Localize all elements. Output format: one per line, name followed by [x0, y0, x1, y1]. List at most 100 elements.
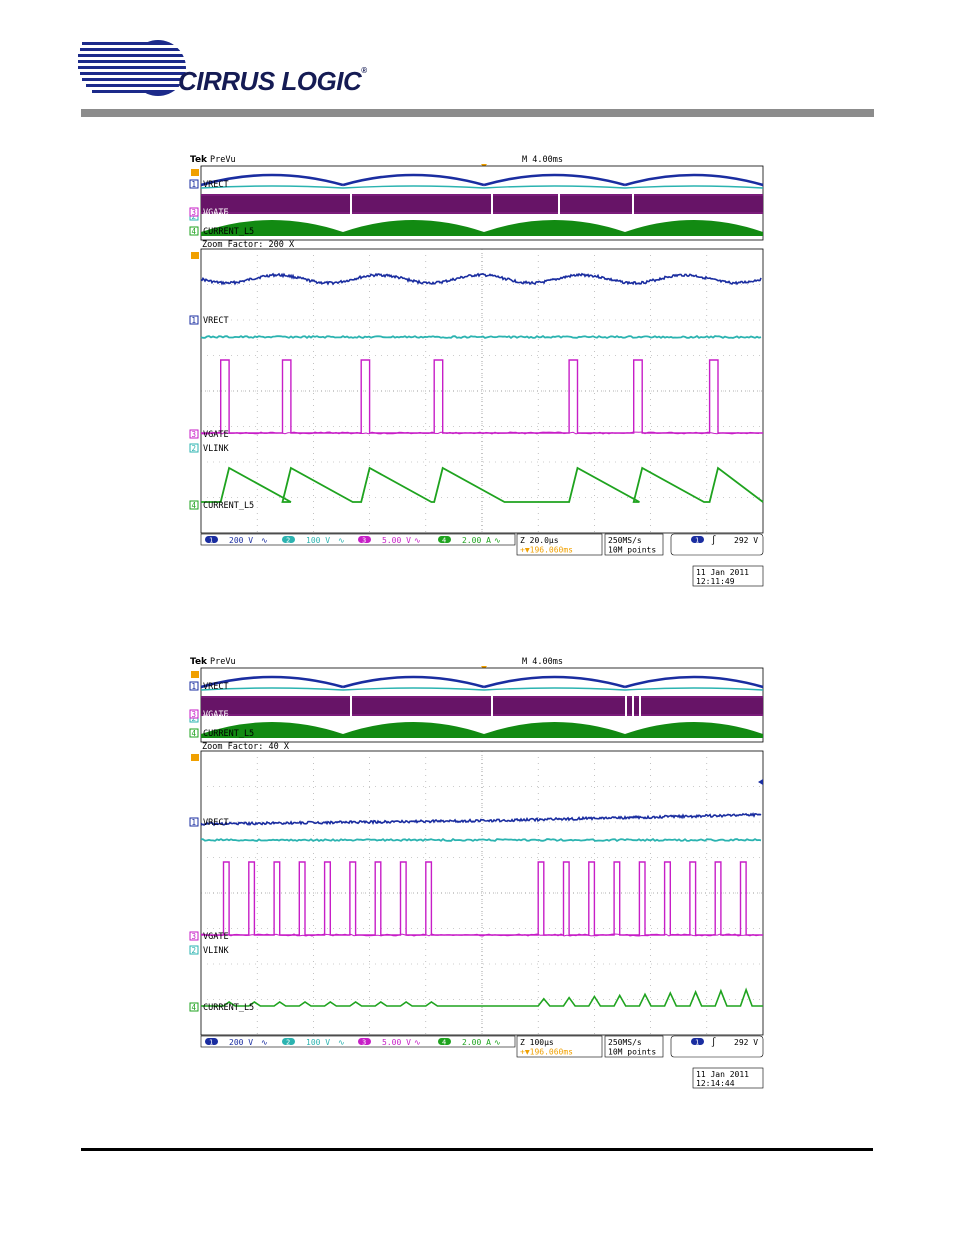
ch3-zoom-badge	[189, 429, 199, 439]
tek-brand-label: Tek	[190, 657, 208, 667]
ch1-zoom-badge-number: 1	[192, 818, 197, 827]
timestamp-box	[692, 1067, 764, 1089]
ch3-scale-label: 5.00 V	[382, 1038, 411, 1047]
overview-label-vgate: VGATE	[203, 208, 229, 218]
overview-vgate-band-inner	[201, 698, 763, 714]
zoom-position-label: +▼196.060ms	[520, 546, 573, 555]
bandwidth-icon: ∿	[494, 536, 501, 545]
ch3-overview-badge	[189, 207, 199, 217]
zoom-label-current: CURRENT_L5	[203, 1003, 254, 1013]
acquisition-box	[604, 1035, 664, 1058]
time-label: 12:14:44	[696, 1079, 735, 1088]
overview-vgate-gap	[558, 194, 560, 214]
date-label: 11 Jan 2011	[696, 1070, 749, 1079]
overview-current-band	[201, 220, 763, 236]
rising-edge-icon: ∫	[711, 535, 716, 546]
trigger-channel-number: 1	[695, 1039, 699, 1047]
time-label: 12:11:49	[696, 577, 735, 586]
ch3-status-pill	[358, 1038, 371, 1045]
trigger-marker-icon	[191, 169, 199, 176]
zoom-label-vrect: VRECT	[203, 316, 229, 326]
ch2-status-pill	[282, 536, 295, 543]
zoom-vgate-trace	[201, 359, 763, 434]
zoom-time-label: Z 20.0µs	[520, 536, 559, 545]
ch4-zoom-badge	[189, 500, 199, 510]
ch4-scale-label: 2.00 A	[462, 536, 491, 545]
acquisition-box	[604, 533, 664, 556]
ch4-overview-badge	[189, 728, 199, 738]
zoom-time-box	[516, 1035, 603, 1058]
ch2-scale-label: 100 V	[306, 1038, 330, 1047]
trigger-marker-icon	[191, 671, 199, 678]
sample-rate-label: 250MS/s	[608, 1038, 642, 1047]
ch2-status-number: 2	[286, 537, 290, 545]
zoom-vrect-trace	[200, 272, 762, 286]
trigger-channel-pill	[691, 536, 704, 543]
ch3-zoom-badge-number: 3	[192, 932, 197, 941]
ch4-status-number: 4	[442, 1039, 446, 1047]
overview-vgate-gap	[639, 696, 641, 716]
ch1-overview-badge	[189, 681, 199, 691]
zoom-label-vlink: VLINK	[203, 946, 229, 956]
timestamp-box	[692, 565, 764, 587]
zoom-window: 1 VRECT 3 VGATE 2 VLINK 4 CURRENT_L5	[189, 750, 764, 1036]
brand-name: CIRRUS LOGIC®	[178, 66, 367, 96]
zoom-window: 1 VRECT 3 VGATE 2 VLINK 4 CURRENT_L5	[189, 248, 764, 534]
zoom-position-label: +▼196.060ms	[520, 1048, 573, 1057]
prevu-label: PreVu	[210, 657, 236, 667]
trigger-level-label: 292 V	[734, 536, 758, 545]
zoom-vlink-trace	[200, 335, 762, 340]
overview-current-band	[201, 722, 763, 738]
bandwidth-icon: ∿	[261, 1038, 268, 1047]
overview-label-vrect: VRECT	[203, 682, 229, 692]
trigger-channel-pill	[691, 1038, 704, 1045]
ch4-zoom-badge	[189, 1002, 199, 1012]
header-bar	[81, 109, 874, 117]
zoom-label-current: CURRENT_L5	[203, 501, 254, 511]
timebase-label: M 4.00ms	[522, 657, 563, 667]
cirrus-logic-logo	[78, 38, 358, 108]
ch3-status-number: 3	[362, 537, 366, 545]
overview-vlink-trace	[200, 185, 764, 189]
cirrus-logo-mark-icon	[78, 40, 188, 96]
overview-label-current: CURRENT_L5	[203, 729, 254, 739]
trigger-level-label: 292 V	[734, 1038, 758, 1047]
record-length-label: 10M points	[608, 546, 656, 555]
rising-edge-icon: ∫	[711, 1037, 716, 1048]
zoom-label-vgate: VGATE	[203, 932, 229, 942]
zoom-label-vrect: VRECT	[203, 818, 229, 828]
prevu-label: PreVu	[210, 155, 236, 165]
ch3-overview-badge-number: 3	[192, 208, 197, 217]
overview-vgate-gap	[491, 696, 493, 716]
ch3-status-number: 3	[362, 1039, 366, 1047]
overview-vgate-gap	[632, 696, 634, 716]
ch2-zoom-badge	[189, 443, 199, 453]
zoom-label-vlink: VLINK	[203, 444, 229, 454]
bandwidth-icon: ∿	[338, 1038, 345, 1047]
ch1-scale-label: 200 V	[229, 1038, 253, 1047]
ch3-status-pill	[358, 536, 371, 543]
ch1-status-number: 1	[209, 1039, 213, 1047]
ch2-zoom-badge	[189, 945, 199, 955]
ch4-zoom-badge-number: 4	[192, 1003, 197, 1012]
bandwidth-icon: ∿	[414, 1038, 421, 1047]
ch2-status-number: 2	[286, 1039, 290, 1047]
overview-label-current: CURRENT_L5	[203, 227, 254, 237]
overview-vrect-trace	[200, 173, 764, 187]
zoom-current-trace	[201, 987, 763, 1007]
ch4-overview-badge	[189, 226, 199, 236]
overview-vgate-gap	[491, 194, 493, 214]
zoom-label-vgate: VGATE	[203, 430, 229, 440]
ch1-overview-badge-number: 1	[192, 682, 197, 691]
overview-vgate-gap	[625, 696, 627, 716]
status-bar: 1 200 V ∿ 2 100 V ∿ 3 5.00 V ∿ 4 2.00 A ∿ Z 100µs+▼1…	[200, 1035, 764, 1089]
timebase-label: M 4.00ms	[522, 155, 563, 165]
ch1-status-number: 1	[209, 537, 213, 545]
overview-vgate-band-inner	[201, 196, 763, 212]
ch4-overview-badge-number: 4	[192, 729, 197, 738]
tek-brand-label: Tek	[190, 155, 208, 165]
